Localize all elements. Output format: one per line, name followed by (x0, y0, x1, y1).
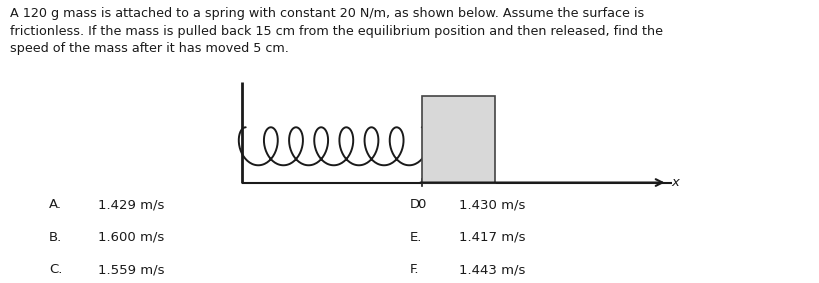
Text: 1.430 m/s: 1.430 m/s (459, 198, 525, 211)
Bar (422, 96, 495, 183)
Text: 1.429 m/s: 1.429 m/s (98, 198, 165, 211)
Text: A.: A. (49, 198, 62, 211)
Text: 1.600 m/s: 1.600 m/s (98, 231, 165, 244)
Text: A 120 g mass is attached to a spring with constant 20 N/m, as shown below. Assum: A 120 g mass is attached to a spring wit… (10, 7, 663, 55)
Text: F.: F. (410, 263, 419, 276)
Text: C.: C. (49, 263, 62, 276)
Text: x: x (672, 176, 680, 189)
Text: 0: 0 (418, 198, 426, 211)
Text: E.: E. (410, 231, 422, 244)
Text: D.: D. (410, 198, 423, 211)
Text: 1.559 m/s: 1.559 m/s (98, 263, 165, 276)
Text: 1.417 m/s: 1.417 m/s (459, 231, 525, 244)
Text: 1.443 m/s: 1.443 m/s (459, 263, 525, 276)
Text: B.: B. (49, 231, 62, 244)
